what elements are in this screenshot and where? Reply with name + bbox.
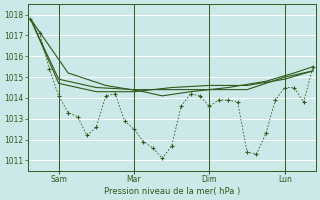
X-axis label: Pression niveau de la mer( hPa ): Pression niveau de la mer( hPa )	[104, 187, 240, 196]
